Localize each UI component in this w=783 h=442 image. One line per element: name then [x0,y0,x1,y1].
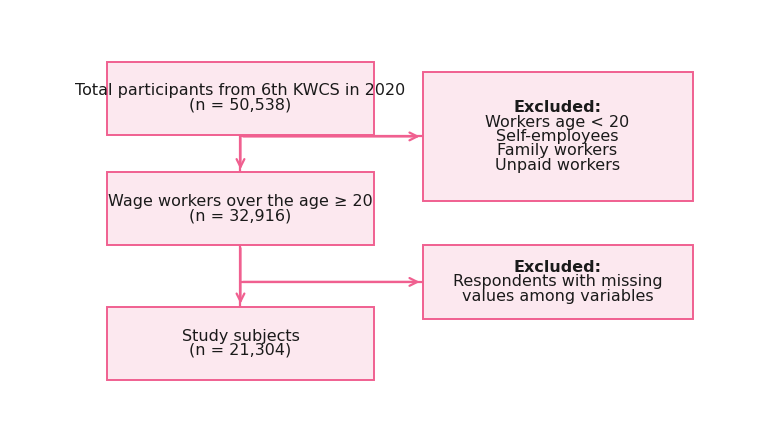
Text: Excluded:: Excluded: [514,100,601,115]
Text: Respondents with missing: Respondents with missing [453,274,662,290]
Text: (n = 21,304): (n = 21,304) [189,343,291,358]
Text: Family workers: Family workers [497,143,618,158]
Text: Workers age < 20: Workers age < 20 [485,114,630,130]
Text: Wage workers over the age ≥ 20: Wage workers over the age ≥ 20 [108,194,373,209]
FancyBboxPatch shape [107,61,374,135]
Text: Study subjects: Study subjects [182,328,299,343]
FancyBboxPatch shape [423,245,693,319]
FancyBboxPatch shape [107,307,374,380]
Text: Unpaid workers: Unpaid workers [495,157,620,172]
Text: (n = 32,916): (n = 32,916) [189,208,291,223]
Text: Self-employees: Self-employees [496,129,619,144]
Text: Total participants from 6th KWCS in 2020: Total participants from 6th KWCS in 2020 [75,84,406,99]
FancyBboxPatch shape [107,172,374,245]
Text: values among variables: values among variables [462,289,653,304]
FancyBboxPatch shape [423,72,693,201]
Text: (n = 50,538): (n = 50,538) [189,98,291,113]
Text: Excluded:: Excluded: [514,260,601,275]
